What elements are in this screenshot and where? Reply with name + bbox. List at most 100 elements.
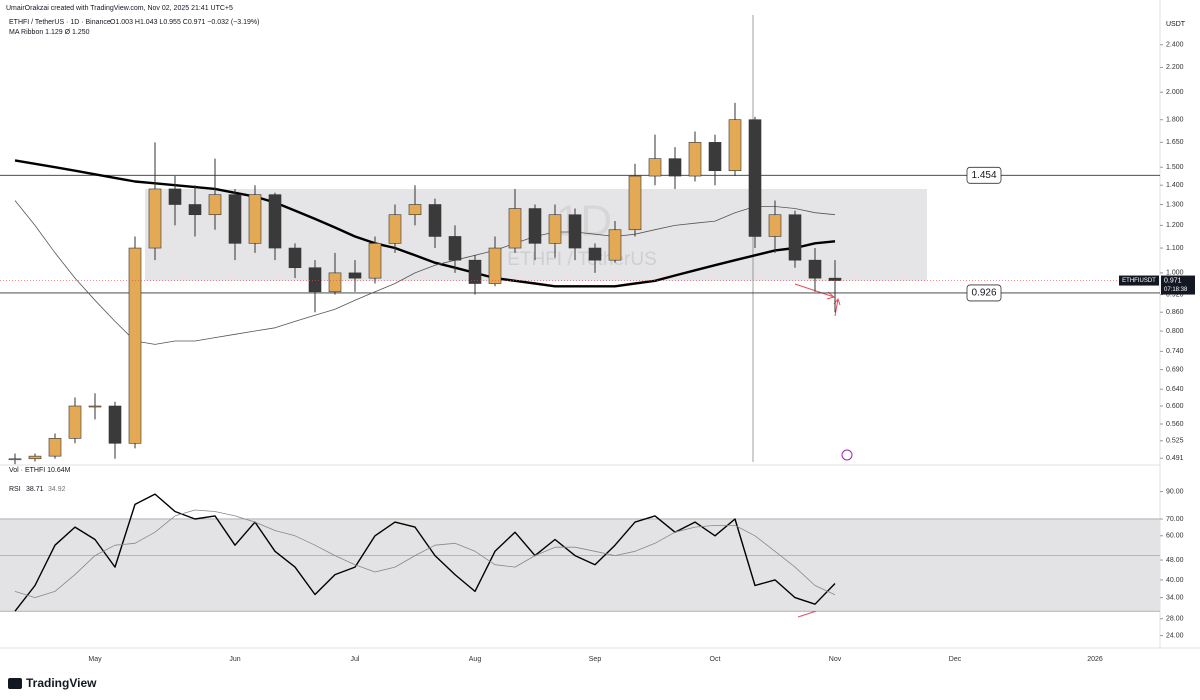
brand: TradingView: [26, 676, 97, 690]
candle-body: [68, 405, 82, 439]
level-label-box: [966, 166, 1002, 184]
candle-body: [208, 194, 222, 216]
candle-body: [8, 458, 22, 461]
candle-body: [28, 455, 42, 460]
candle-body: [128, 247, 142, 444]
y-tick-label: 0.920: [1166, 291, 1184, 298]
y-tick-label: 1.800: [1166, 117, 1184, 124]
ma-ribbon-legend: MA Ribbon 1.129 Ø 1.250: [9, 29, 90, 36]
candle-body: [788, 214, 802, 261]
countdown-tag: 07:18:38: [1164, 287, 1188, 293]
candle-body: [668, 158, 682, 177]
series-line: [14, 200, 836, 345]
candle-body: [268, 194, 282, 249]
x-tick-label: 2026: [1087, 656, 1103, 663]
candle-body: [88, 405, 102, 408]
candle-body: [548, 214, 562, 244]
candle-body: [328, 272, 342, 293]
y-tick-label: 24.00: [1166, 632, 1184, 639]
candle-body: [428, 204, 442, 237]
y-tick-label: 1.400: [1166, 182, 1184, 189]
symbol-tag: ETHFIUSDT: [1122, 278, 1156, 284]
y-tick-label: 2.400: [1166, 42, 1184, 49]
symbol-tag-box: [1119, 275, 1159, 286]
candle-body: [628, 175, 642, 231]
x-tick-label: Oct: [710, 656, 721, 663]
x-tick-label: Dec: [949, 656, 962, 663]
candle-body: [748, 119, 762, 237]
level-label: 0.926: [971, 288, 996, 299]
candle-body: [568, 214, 582, 249]
level-label-box: [966, 284, 1002, 302]
y-tick-label: 34.00: [1166, 594, 1184, 601]
candle-body: [48, 438, 62, 457]
candle-body: [528, 208, 542, 244]
candle-body: [588, 247, 602, 261]
y-tick-label: 60.00: [1166, 533, 1184, 540]
candle-body: [308, 267, 322, 293]
symbol-line: ETHFI / TetherUS · 1D · Binance: [9, 19, 111, 26]
candle-body: [488, 247, 502, 284]
watermark-symbol: ETHFI / TetherUS: [507, 249, 657, 270]
y-tick-label: 1.100: [1166, 245, 1184, 252]
y-tick-label: 0.800: [1166, 328, 1184, 335]
candle-body: [448, 236, 462, 261]
y-tick-label: 1.200: [1166, 222, 1184, 229]
candle-body: [368, 243, 382, 279]
event-icon[interactable]: [841, 449, 853, 461]
y-tick-label: 0.690: [1166, 366, 1184, 373]
candle-body: [608, 229, 622, 261]
y-tick-label: 0.560: [1166, 421, 1184, 428]
y-tick-label: 90.00: [1166, 488, 1184, 495]
candle-body: [688, 142, 702, 177]
y-tick-label: 1.000: [1166, 270, 1184, 277]
rsi-title: RSI: [9, 486, 21, 493]
candle-body: [808, 259, 822, 279]
x-tick-label: Nov: [829, 656, 842, 663]
price-tag-box: [1161, 275, 1195, 295]
watermark-interval: 1D: [556, 197, 612, 246]
x-tick-label: May: [88, 656, 102, 663]
candle-body: [468, 259, 482, 284]
candle-body: [388, 214, 402, 244]
volume-legend: Vol · ETHFI 10.64M: [9, 467, 71, 474]
x-tick-label: Aug: [469, 656, 482, 663]
author-line: UmairOrakzai created with TradingView.co…: [6, 5, 233, 12]
candle-body: [828, 277, 842, 281]
y-tick-label: 1.500: [1166, 164, 1184, 171]
y-tick-label: 0.860: [1166, 309, 1184, 316]
y-tick-label: 0.600: [1166, 403, 1184, 410]
candle-body: [408, 204, 422, 216]
candle-body: [728, 119, 742, 172]
candle-body: [348, 272, 362, 279]
candle-body: [288, 247, 302, 269]
candle-body: [708, 142, 722, 172]
x-tick-label: Sep: [589, 656, 602, 663]
y-tick-label: 0.525: [1166, 438, 1184, 445]
footer: [0, 668, 1200, 700]
candle-body: [108, 405, 122, 444]
rsi-value: 38.71: [26, 486, 44, 493]
candle-body: [508, 208, 522, 249]
y-tick-label: 48.00: [1166, 557, 1184, 564]
candle-body: [248, 194, 262, 244]
rsi-ma-value: 34.92: [48, 486, 66, 493]
series-line: [14, 509, 836, 598]
ohlc-line: O1.003 H1.043 L0.955 C0.971 −0.032 (−3.1…: [110, 19, 259, 26]
y-tick-label: 70.00: [1166, 516, 1184, 523]
candle-body: [648, 158, 662, 177]
rsi-band: [0, 518, 1160, 612]
y-tick-label: 1.650: [1166, 139, 1184, 146]
candle-body: [168, 188, 182, 205]
price-tag: 0.971: [1164, 277, 1182, 284]
x-tick-label: Jun: [229, 656, 240, 663]
y-tick-label: 40.00: [1166, 577, 1184, 584]
x-tick-label: Jul: [351, 656, 360, 663]
y-tick-label: 0.491: [1166, 455, 1184, 462]
candle-body: [188, 204, 202, 216]
y-tick-label: 2.000: [1166, 89, 1184, 96]
y-tick-label: 28.00: [1166, 616, 1184, 623]
y-tick-label: 0.740: [1166, 348, 1184, 355]
y-tick-label: 0.640: [1166, 386, 1184, 393]
